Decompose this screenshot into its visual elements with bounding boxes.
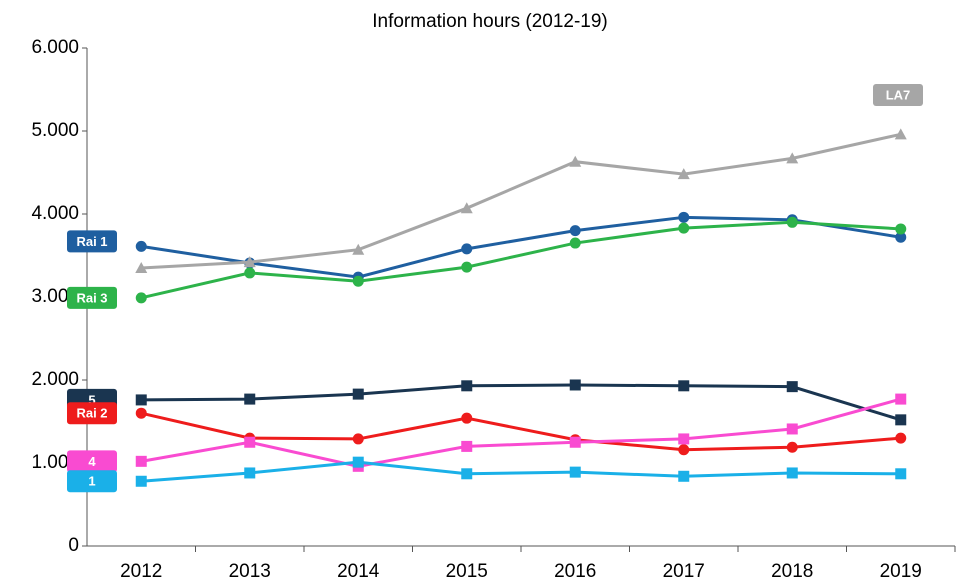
marker [244,267,256,279]
marker [786,441,798,453]
marker [352,433,364,445]
y-tick-label: 5.000 [31,120,79,141]
channel-logo-text: LA7 [886,87,911,102]
x-tick-label: 2012 [120,561,162,582]
x-tick-label: 2016 [554,561,596,582]
marker [895,223,907,235]
x-tick-label: 2013 [229,561,271,582]
marker [569,436,581,448]
marker [786,381,798,393]
channel-logo [67,402,117,425]
marker [352,456,364,468]
marker [786,216,798,228]
channel-logo [67,230,117,253]
line [140,397,902,468]
marker [135,407,147,419]
y-tick-label: 2.000 [31,369,79,390]
x-tick-label: 2017 [663,561,705,582]
marker [243,256,256,268]
marker [894,128,907,140]
marker [244,436,256,448]
marker [244,467,256,479]
marker [461,243,473,255]
marker [135,240,147,252]
y-tick-label: 6.000 [31,37,79,58]
marker [895,393,907,405]
y-tick-label: 4.000 [31,203,79,224]
marker [460,202,473,214]
marker [135,475,147,487]
marker [569,225,581,237]
line [141,460,901,483]
marker [678,380,690,392]
line [141,215,901,279]
marker [786,467,798,479]
marker [569,155,582,167]
channel-logo-text: Rai 3 [76,290,107,305]
line [140,411,901,452]
x-tick-label: 2019 [880,561,922,582]
marker [677,168,690,180]
marker [461,468,473,480]
marker [135,455,147,467]
marker [461,440,473,452]
marker [352,243,365,255]
marker [352,275,364,287]
marker [895,231,907,243]
line [141,132,902,270]
x-tick-label: 2015 [446,561,488,582]
channel-logo-text: 5 [88,392,95,407]
channel-logo-text: Rai 1 [76,234,107,249]
channel-logo [67,470,117,493]
line [141,383,902,422]
line [140,220,901,300]
channel-logo-text: 4 [88,454,96,469]
channel-logo [67,450,117,473]
marker [461,261,473,273]
channel-logo-text: 1 [88,474,95,489]
marker [895,414,907,426]
marker [352,388,364,400]
channel-logo [873,84,923,106]
marker [678,222,690,234]
marker [786,152,799,164]
y-tick-label: 0 [68,535,79,556]
x-tick-label: 2014 [337,561,380,582]
marker [135,394,147,406]
marker [895,468,907,480]
marker [569,466,581,478]
marker [135,261,148,273]
marker [678,211,690,223]
marker [461,380,473,392]
channel-logo [67,286,117,309]
marker [895,432,907,444]
marker [678,433,690,445]
channel-logo-text: Rai 2 [76,406,107,421]
marker [461,412,473,424]
marker [678,444,690,456]
marker [244,393,256,405]
marker [135,292,147,304]
marker [569,237,581,249]
chart-title: Information hours (2012-19) [372,11,608,32]
marker [569,379,581,391]
marker [786,423,798,435]
marker [678,470,690,482]
x-tick-label: 2018 [771,561,813,582]
